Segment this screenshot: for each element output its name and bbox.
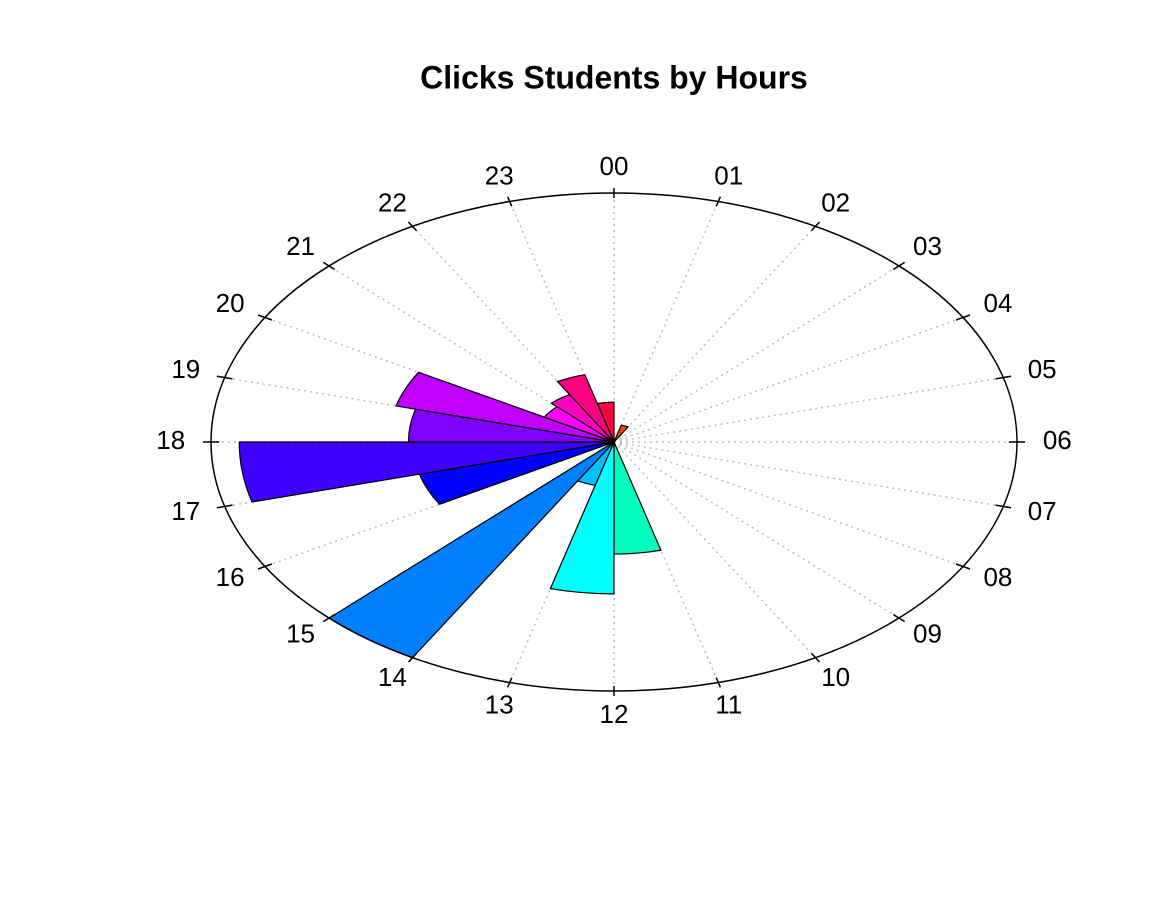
- sector: [395, 371, 615, 443]
- hour-label: 04: [983, 288, 1012, 318]
- grid-spoke: [613, 225, 817, 443]
- tick-mark: [506, 196, 513, 207]
- tick-mark: [322, 261, 336, 271]
- tick-mark: [810, 221, 821, 232]
- hour-label: 10: [821, 662, 850, 692]
- grid-spoke: [613, 201, 719, 443]
- tick-mark: [892, 261, 906, 271]
- hour-label: 16: [216, 562, 245, 592]
- hour-label: 00: [600, 151, 629, 181]
- hour-label: 05: [1028, 354, 1057, 384]
- grid-spoke: [613, 441, 964, 568]
- sector: [556, 373, 615, 443]
- tick-mark: [995, 504, 1012, 509]
- hour-label: 20: [216, 288, 245, 318]
- tick-mark: [322, 613, 336, 623]
- hour-label: 18: [156, 425, 185, 455]
- grid-spoke: [613, 441, 817, 659]
- hour-label: 17: [171, 496, 200, 526]
- tick-mark: [506, 677, 513, 688]
- grid-spoke: [613, 265, 900, 443]
- hour-label: 23: [485, 160, 514, 190]
- hour-label: 15: [286, 619, 315, 649]
- tick-mark: [715, 677, 722, 688]
- hour-label: 09: [913, 619, 942, 649]
- chart-title: Clicks Students by Hours: [420, 59, 808, 95]
- grid-spoke: [613, 441, 900, 619]
- hour-label: 14: [378, 662, 407, 692]
- tick-mark: [407, 652, 418, 663]
- tick-mark: [257, 563, 273, 570]
- hour-label: 01: [714, 160, 743, 190]
- hour-label: 19: [171, 354, 200, 384]
- tick-mark: [810, 652, 821, 663]
- tick-mark: [715, 196, 722, 207]
- hour-label: 21: [286, 231, 315, 261]
- tick-mark: [955, 314, 971, 321]
- tick-mark: [216, 375, 233, 380]
- tick-mark: [216, 504, 233, 509]
- hour-label: 02: [821, 188, 850, 218]
- tick-mark: [955, 563, 971, 570]
- hour-label: 06: [1043, 425, 1072, 455]
- hour-label: 08: [983, 562, 1012, 592]
- hour-label: 13: [485, 689, 514, 719]
- sector: [238, 441, 615, 503]
- tick-mark: [995, 375, 1012, 380]
- tick-mark: [892, 613, 906, 623]
- grid-spoke: [613, 316, 964, 443]
- tick-mark: [407, 221, 418, 232]
- hour-label: 22: [378, 188, 407, 218]
- sector: [613, 424, 630, 443]
- hour-label: 11: [715, 689, 742, 719]
- hour-label: 12: [600, 699, 629, 729]
- hour-label: 03: [913, 231, 942, 261]
- hour-label: 07: [1028, 496, 1057, 526]
- sector: [596, 401, 615, 443]
- tick-mark: [257, 314, 273, 321]
